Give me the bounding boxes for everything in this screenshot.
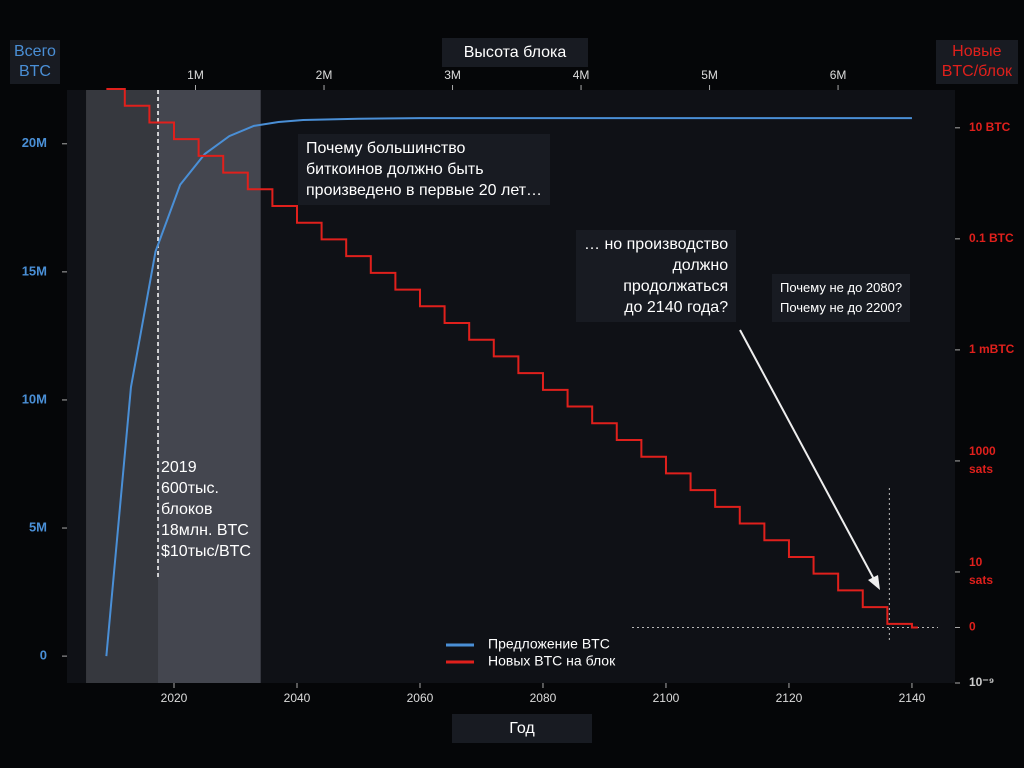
x-tick-label: 2140 xyxy=(899,691,926,705)
y-tick-label: 10M xyxy=(22,391,47,406)
y2-tick-label: 10 sats xyxy=(969,555,993,587)
x2-tick-label: 2M xyxy=(316,68,333,82)
y2-tick-label: 0 xyxy=(969,620,976,634)
y-tick-label: 20M xyxy=(22,135,47,150)
x-tick-label: 2060 xyxy=(407,691,434,705)
x2-tick-label: 5M xyxy=(701,68,718,82)
y2-tick-label: 1 mBTC xyxy=(969,342,1015,356)
y2-tick-label: 1000 sats xyxy=(969,444,996,476)
y-tick-label: 5M xyxy=(29,519,47,534)
series-line xyxy=(105,117,912,657)
x-tick-label: 2120 xyxy=(776,691,803,705)
x-tick-label: 2040 xyxy=(284,691,311,705)
y2-tick-label: 10 BTC xyxy=(969,120,1011,134)
x2-tick-label: 1M xyxy=(187,68,204,82)
arrow xyxy=(739,329,877,584)
y2-tick-label: 0.1 BTC xyxy=(969,231,1014,245)
x2-tick-label: 3M xyxy=(444,68,461,82)
annotation: 2019 600тыс. блоков 18млн. BTC $10тыс/BT… xyxy=(161,459,251,560)
x-tick-label: 2100 xyxy=(653,691,680,705)
series-line xyxy=(106,88,918,629)
y2-axis-title: Новые BTC/блок xyxy=(935,40,1018,84)
y2-tick-label: 10⁻⁹ xyxy=(969,675,994,689)
annotation: Почему большинство биткоинов должно быть… xyxy=(298,134,551,205)
x2-axis-title: Высота блока xyxy=(442,38,588,67)
arrow-head xyxy=(868,575,880,590)
x2-tick-label: 6M xyxy=(830,68,847,82)
y-tick-label: 0 xyxy=(40,648,47,663)
x2-tick-label: 4M xyxy=(573,68,590,82)
legend-label: Предложение BTC xyxy=(488,636,610,652)
shaded-region xyxy=(86,90,159,683)
x-axis-title: Год xyxy=(452,714,592,743)
y-tick-label: 15M xyxy=(22,263,47,278)
y-axis-title: Всего BTC xyxy=(10,40,60,84)
annotation: Почему не до 2080? Почему не до 2200? xyxy=(772,274,911,322)
shaded-region xyxy=(158,90,261,683)
legend-label: Новых BTC на блок xyxy=(488,653,616,669)
annotation: … но производство должно продолжаться до… xyxy=(576,230,737,322)
x-tick-label: 2080 xyxy=(530,691,557,705)
x-tick-label: 2020 xyxy=(161,691,188,705)
